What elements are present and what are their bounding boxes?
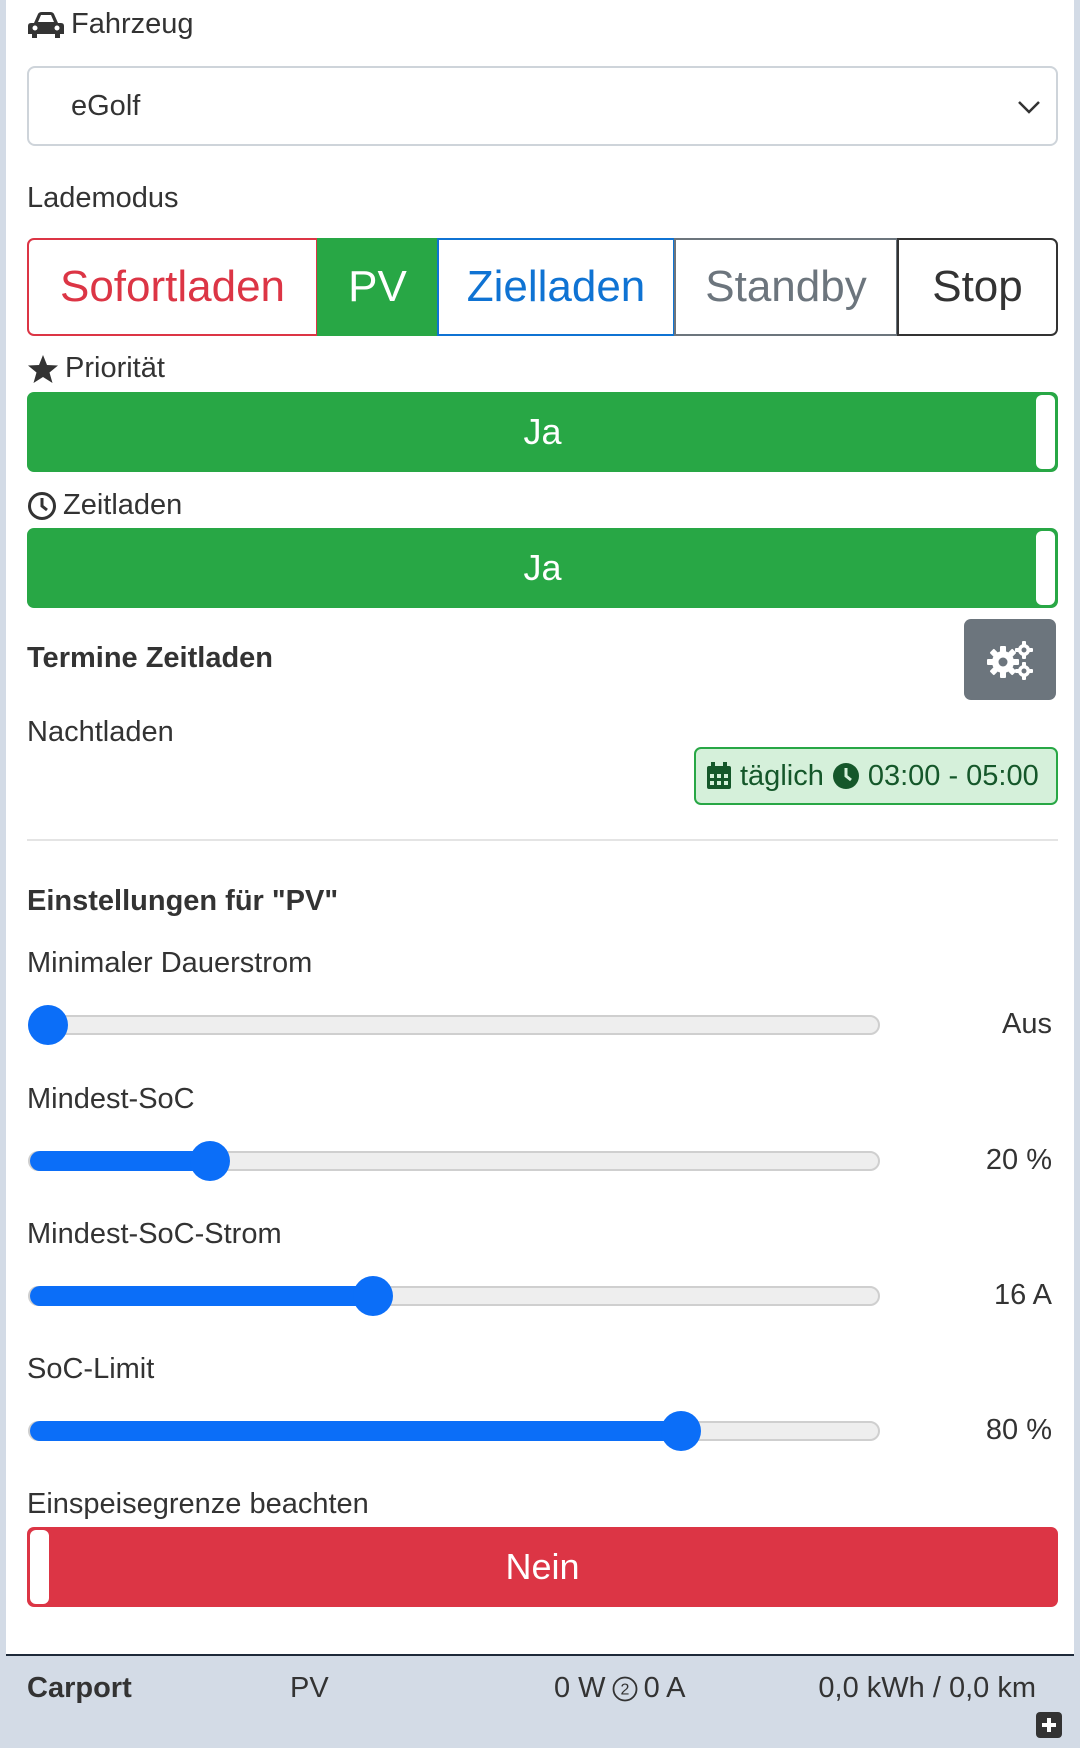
- footer-energy: 0,0 kWh / 0,0 km: [818, 1672, 1036, 1704]
- min-soc-value: 20 %: [985, 1144, 1052, 1176]
- schedule-settings-button[interactable]: [964, 619, 1056, 700]
- car-icon: [28, 11, 64, 38]
- feed-in-limit-toggle-knob: [30, 1530, 49, 1604]
- priority-toggle-knob: [1036, 395, 1055, 469]
- plus-square-icon[interactable]: [1036, 1712, 1062, 1738]
- star-icon: [28, 354, 58, 383]
- circled-two-icon: 2: [612, 1676, 637, 1701]
- min-soc-slider-thumb[interactable]: [190, 1141, 231, 1181]
- scheduled-charging-label: Zeitladen: [63, 489, 183, 521]
- pv-settings-heading: Einstellungen für "PV": [27, 885, 339, 917]
- min-current-value: Aus: [1002, 1008, 1052, 1040]
- vehicle-settings-panel: Fahrzeug eGolf Lademodus Sofortladen PV …: [6, 0, 1074, 1654]
- scheduled-charging-toggle[interactable]: Ja: [27, 528, 1058, 608]
- min-soc-current-slider[interactable]: [28, 1276, 880, 1316]
- feed-in-limit-toggle-value: Nein: [505, 1546, 580, 1587]
- mode-button-standby[interactable]: Standby: [674, 238, 898, 336]
- vehicle-label: Fahrzeug: [71, 8, 194, 40]
- vehicle-label-row: Fahrzeug: [27, 8, 194, 41]
- min-soc-current-value: 16 A: [993, 1279, 1052, 1311]
- vehicle-select-value: eGolf: [71, 90, 141, 122]
- footer-mode: PV: [290, 1672, 329, 1704]
- svg-text:2: 2: [620, 1681, 629, 1698]
- scheduled-charging-label-row: Zeitladen: [27, 489, 182, 522]
- mode-button-zielladen[interactable]: Zielladen: [437, 238, 675, 336]
- soc-limit-label: SoC-Limit: [27, 1353, 155, 1385]
- min-soc-current-label: Mindest-SoC-Strom: [27, 1218, 282, 1250]
- scheduled-charging-toggle-value: Ja: [523, 547, 562, 588]
- charge-mode-label: Lademodus: [27, 182, 179, 214]
- priority-toggle[interactable]: Ja: [27, 392, 1058, 472]
- soc-limit-slider-thumb[interactable]: [661, 1411, 702, 1451]
- schedule-entry-name: Nachtladen: [27, 716, 174, 748]
- schedule-entry-time: 03:00 - 05:00: [867, 759, 1039, 792]
- feed-in-limit-label: Einspeisegrenze beachten: [27, 1488, 369, 1520]
- priority-label: Priorität: [65, 352, 165, 384]
- min-current-slider[interactable]: [28, 1005, 880, 1045]
- min-soc-label: Mindest-SoC: [27, 1083, 195, 1115]
- chargepoint-footer[interactable]: Carport PV 0 W 2 0 A 0,0 kWh / 0,0 km: [6, 1654, 1074, 1748]
- min-soc-current-slider-fill: [30, 1286, 375, 1306]
- min-soc-slider[interactable]: [28, 1141, 880, 1181]
- min-soc-slider-fill: [30, 1151, 213, 1171]
- divider: [27, 839, 1058, 841]
- chevron-down-icon: [1018, 101, 1040, 114]
- mode-button-stop[interactable]: Stop: [897, 238, 1058, 336]
- calendar-icon: [707, 762, 731, 789]
- schedule-entry-frequency: täglich: [740, 759, 824, 792]
- scheduled-charging-toggle-knob: [1036, 531, 1055, 605]
- feed-in-limit-toggle[interactable]: Nein: [27, 1527, 1058, 1607]
- min-soc-current-slider-thumb[interactable]: [352, 1276, 393, 1316]
- min-current-label: Minimaler Dauerstrom: [27, 947, 313, 979]
- priority-toggle-value: Ja: [523, 411, 562, 452]
- mode-button-sofortladen[interactable]: Sofortladen: [27, 238, 318, 336]
- clock-solid-icon: [832, 763, 859, 789]
- footer-chargepoint-name: Carport: [27, 1672, 132, 1704]
- gears-icon: [987, 640, 1033, 680]
- priority-label-row: Priorität: [27, 352, 165, 385]
- soc-limit-slider-fill: [30, 1421, 684, 1441]
- footer-current: 0 A: [643, 1672, 686, 1704]
- footer-power: 0 W: [554, 1672, 606, 1704]
- footer-power-current: 0 W 2 0 A: [554, 1672, 686, 1705]
- charge-mode-button-group: Sofortladen PV Zielladen Standby Stop: [27, 238, 1058, 336]
- clock-icon: [28, 491, 56, 520]
- vehicle-select[interactable]: eGolf: [27, 66, 1058, 146]
- schedule-heading: Termine Zeitladen: [27, 642, 274, 674]
- soc-limit-value: 80 %: [985, 1414, 1052, 1446]
- min-current-slider-thumb[interactable]: [28, 1005, 68, 1045]
- schedule-entry-badge[interactable]: täglich 03:00 - 05:00: [694, 747, 1058, 805]
- soc-limit-slider[interactable]: [28, 1411, 880, 1451]
- mode-button-pv[interactable]: PV: [317, 238, 438, 336]
